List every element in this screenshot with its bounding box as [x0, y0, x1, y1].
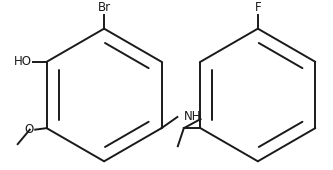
Text: Br: Br: [98, 1, 111, 14]
Text: HO: HO: [14, 55, 32, 68]
Text: F: F: [254, 1, 261, 14]
Text: NH: NH: [184, 110, 201, 123]
Text: O: O: [24, 123, 34, 136]
